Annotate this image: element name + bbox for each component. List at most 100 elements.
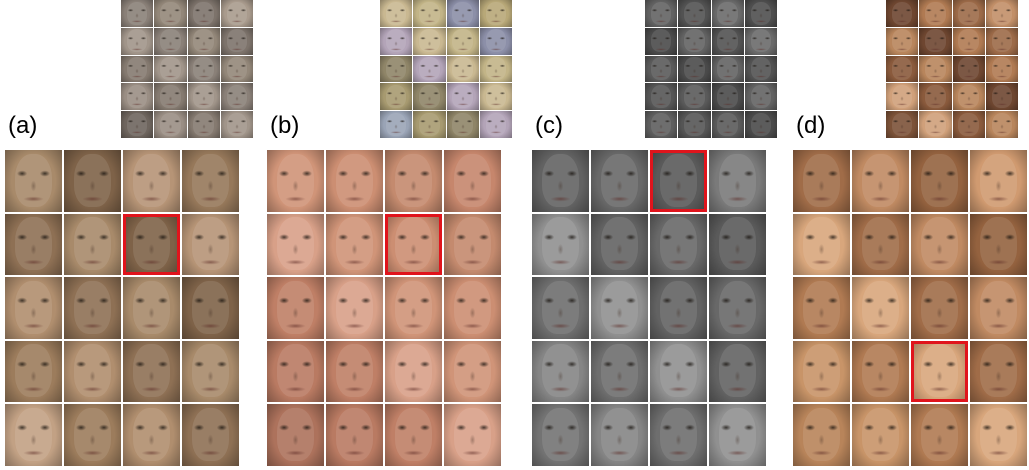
face-tile [121,55,154,83]
face-tile [154,0,187,27]
face-tile [187,55,220,83]
face-tile [985,27,1018,55]
face-tile [744,27,777,55]
face-tile [121,111,154,138]
face-tile [970,404,1027,466]
face-tile [267,277,324,339]
face-tile [911,213,968,276]
face-tile [645,111,678,138]
face-tile [919,55,952,83]
face-tile [479,83,512,111]
face-tile [970,213,1027,276]
face-tile [645,0,678,27]
face-tile [444,150,501,212]
face-tile [711,83,744,111]
face-tile [650,404,707,466]
face-tile [385,340,442,403]
face-tile [952,111,985,138]
large-face-grid [793,150,1027,466]
face-tile [413,0,446,27]
face-tile [413,111,446,138]
panel-label: (c) [535,112,563,139]
panel-label: (d) [796,112,826,139]
face-tile [919,83,952,111]
face-tile [444,404,501,466]
face-tile [385,150,442,212]
face-tile [645,83,678,111]
face-tile [952,55,985,83]
face-tile [64,340,121,403]
face-tile [5,340,62,403]
face-tile [380,83,413,111]
face-tile [380,55,413,83]
face-tile [220,55,253,83]
face-tile [985,0,1018,27]
face-tile [385,404,442,466]
face-tile [591,277,648,339]
face-tile [650,277,707,339]
face-tile [852,404,909,466]
panel-d: (d) [788,0,1029,470]
face-tile [182,340,239,403]
small-face-grid [645,0,777,138]
face-tile [591,404,648,466]
face-tile [187,111,220,138]
face-tile [952,27,985,55]
face-tile [532,404,589,466]
face-tile [5,150,62,212]
large-face-grid [267,150,501,466]
face-tile [886,0,919,27]
panel-label: (b) [270,112,300,139]
face-tile [793,340,850,403]
face-tile [591,340,648,403]
face-tile [154,83,187,111]
face-tile [326,340,383,403]
large-face-grid [5,150,239,466]
face-tile [911,404,968,466]
highlighted-face-tile [911,340,968,403]
face-tile [64,277,121,339]
face-tile [532,150,589,212]
face-tile [5,213,62,276]
face-tile [532,277,589,339]
face-tile [952,0,985,27]
face-tile [446,111,479,138]
face-tile [744,83,777,111]
face-tile [123,150,180,212]
face-tile [744,0,777,27]
face-tile [187,83,220,111]
face-tile [380,0,413,27]
face-tile [970,340,1027,403]
face-tile [446,0,479,27]
face-tile [220,0,253,27]
face-tile [154,55,187,83]
face-tile [326,277,383,339]
face-tile [678,55,711,83]
face-tile [187,27,220,55]
face-tile [793,404,850,466]
face-tile [678,111,711,138]
panel-label: (a) [8,112,38,139]
face-tile [532,213,589,276]
face-tile [678,0,711,27]
face-tile [886,111,919,138]
face-tile [709,150,766,212]
face-tile [793,277,850,339]
face-tile [919,27,952,55]
face-tile [985,55,1018,83]
face-tile [911,277,968,339]
face-tile [852,277,909,339]
face-tile [744,55,777,83]
face-tile [919,111,952,138]
face-tile [793,213,850,276]
face-tile [182,150,239,212]
face-tile [711,111,744,138]
face-tile [267,150,324,212]
highlighted-face-tile [650,150,707,212]
face-tile [413,55,446,83]
face-tile [267,340,324,403]
small-face-grid [121,0,253,138]
face-tile [446,55,479,83]
face-tile [326,213,383,276]
face-tile [650,213,707,276]
